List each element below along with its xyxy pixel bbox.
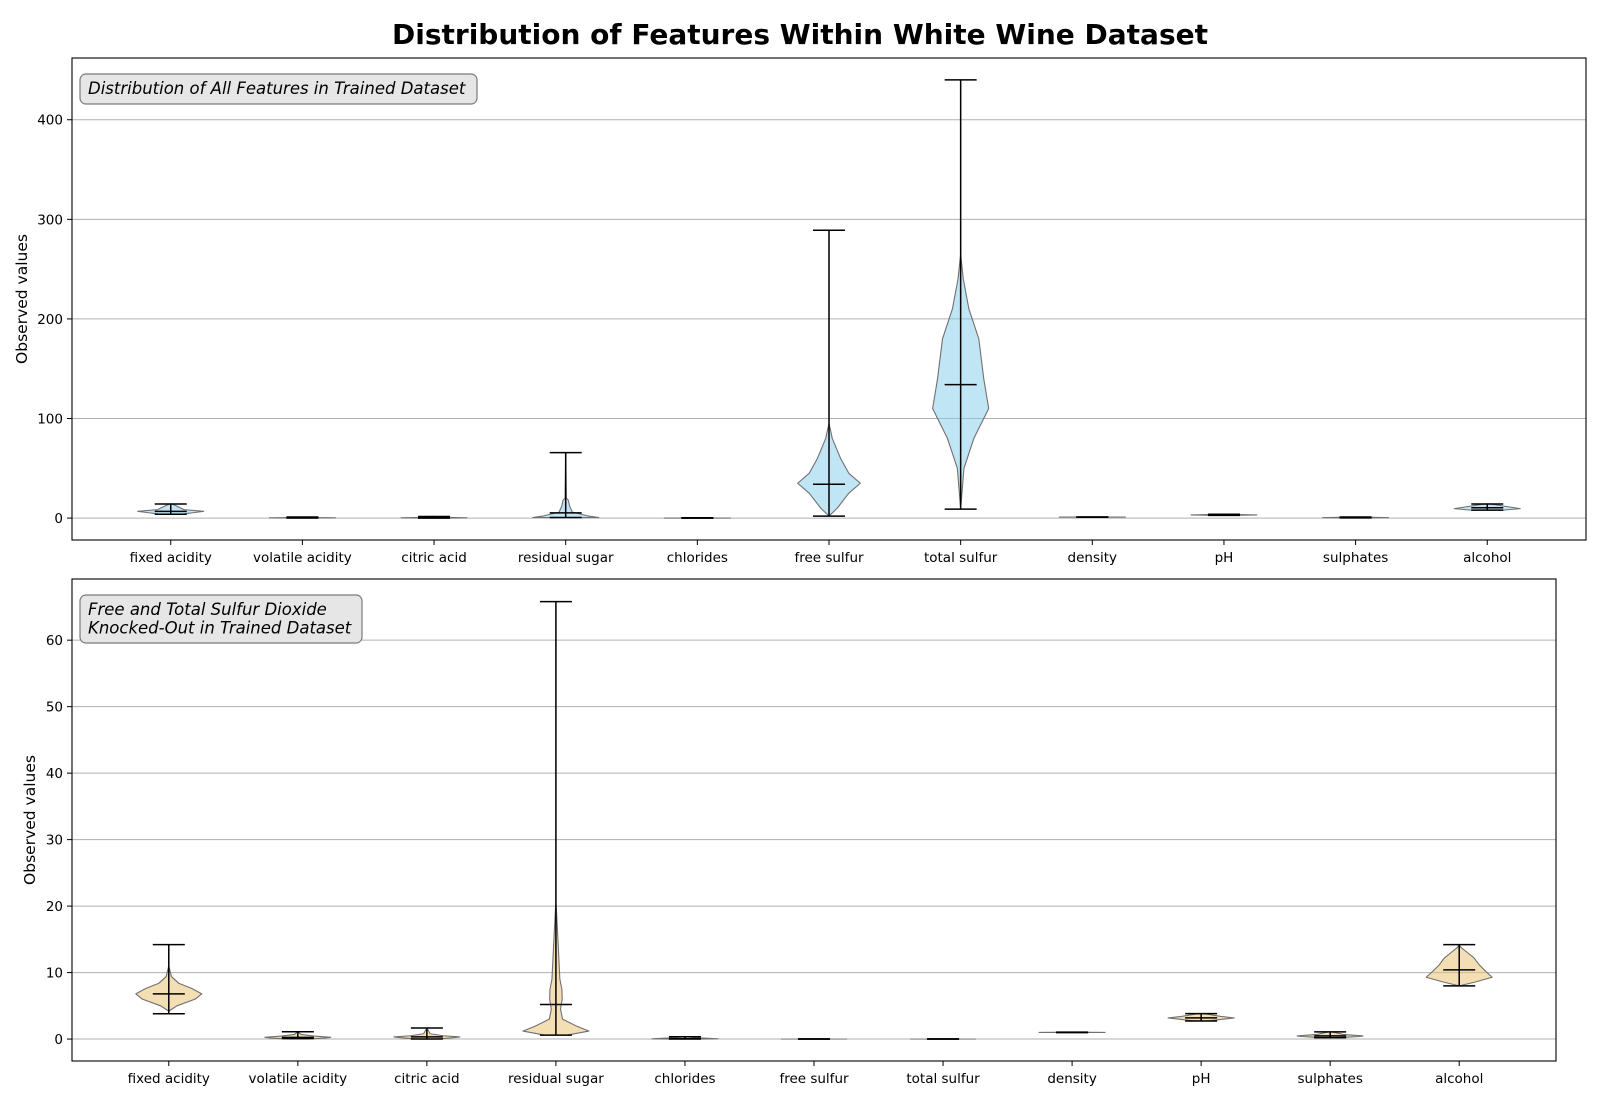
y-axis-label: Observed values: [21, 755, 39, 885]
x-tick-label: fixed acidity: [128, 1071, 210, 1087]
x-tick-label: total sulfur: [906, 1071, 980, 1087]
x-tick-label: pH: [1192, 1071, 1211, 1087]
annotation-box: [79, 594, 363, 644]
annotation-box: [79, 73, 478, 105]
y-tick-label: 400: [37, 113, 63, 129]
y-tick-label: 0: [54, 511, 63, 527]
x-tick-label: volatile acidity: [248, 1071, 347, 1087]
x-tick-label: sulphates: [1323, 550, 1388, 566]
y-tick-label: 200: [37, 312, 63, 328]
annotation-text: Distribution of All Features in Trained …: [88, 79, 466, 98]
x-tick-label: residual sugar: [508, 1071, 604, 1087]
y-tick-label: 0: [54, 1032, 63, 1048]
x-tick-label: density: [1047, 1071, 1097, 1087]
y-tick-label: 50: [46, 700, 63, 716]
x-tick-label: pH: [1215, 550, 1234, 566]
annotation-text: Free and Total Sulfur Dioxide: [88, 600, 327, 619]
y-tick-label: 20: [46, 899, 63, 915]
x-tick-label: total sulfur: [924, 550, 998, 566]
x-tick-label: fixed acidity: [130, 550, 212, 566]
x-tick-label: free sulfur: [779, 1071, 849, 1087]
x-tick-label: volatile acidity: [253, 550, 352, 566]
y-tick-label: 60: [46, 633, 63, 649]
x-tick-label: citric acid: [394, 1071, 460, 1087]
y-tick-label: 30: [46, 833, 63, 849]
axes-frame: [71, 57, 1587, 541]
y-tick-label: 100: [37, 412, 63, 428]
x-tick-label: chlorides: [654, 1071, 715, 1087]
annotation-text: Knocked-Out in Trained Dataset: [88, 619, 352, 638]
x-tick-label: density: [1068, 550, 1118, 566]
y-axis-label: Observed values: [13, 234, 31, 364]
y-tick-label: 300: [37, 212, 63, 228]
x-tick-label: alcohol: [1463, 550, 1511, 566]
x-tick-label: alcohol: [1435, 1071, 1483, 1087]
x-tick-label: chlorides: [667, 550, 728, 566]
y-tick-label: 40: [46, 766, 63, 782]
figure-title: Distribution of Features Within White Wi…: [392, 18, 1208, 51]
y-tick-label: 10: [46, 966, 63, 982]
axes-frame: [71, 578, 1557, 1062]
x-tick-label: free sulfur: [794, 550, 864, 566]
x-tick-label: residual sugar: [518, 550, 614, 566]
x-tick-label: sulphates: [1297, 1071, 1362, 1087]
x-tick-label: citric acid: [401, 550, 467, 566]
bottom-violin-panel: 0 10 20 30 40 50 60 fixed acidity volatile acidi…: [21, 578, 1557, 1087]
top-violin-panel: 0 100 200 300 400 fixed acidity volatile acidi…: [13, 57, 1587, 566]
